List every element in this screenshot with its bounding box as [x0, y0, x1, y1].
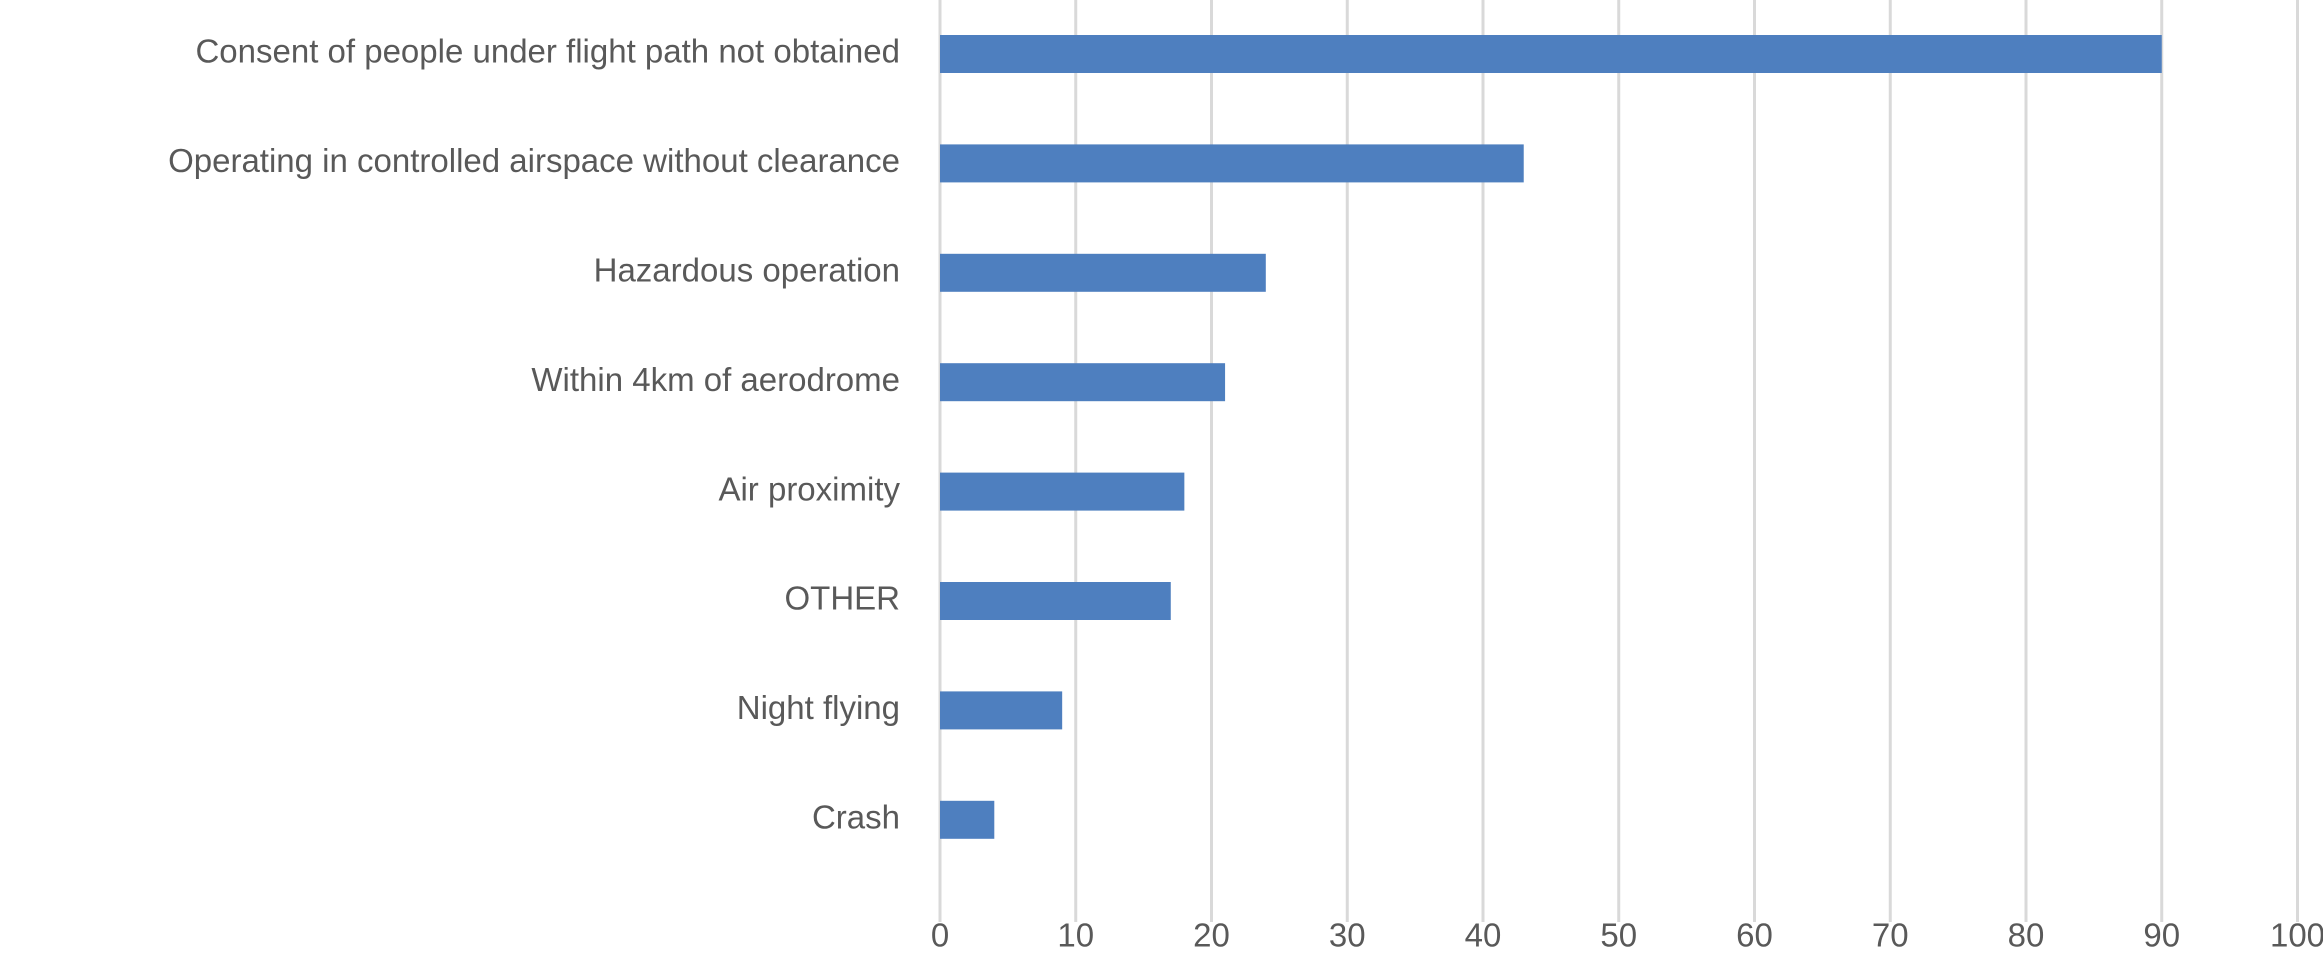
- category-label: Night flying: [737, 689, 900, 726]
- x-tick-label: 40: [1465, 917, 1502, 951]
- category-label: Within 4km of aerodrome: [531, 361, 900, 398]
- x-tick-label: 10: [1057, 917, 1094, 951]
- x-tick-label: 90: [2143, 917, 2180, 951]
- category-label: Air proximity: [718, 470, 900, 507]
- x-tick-label: 60: [1736, 917, 1773, 951]
- x-tick-label: 20: [1193, 917, 1230, 951]
- category-label: Consent of people under flight path not …: [195, 33, 900, 70]
- bar: [940, 800, 995, 839]
- x-tick-label: 100: [2270, 917, 2323, 951]
- x-tick-label: 70: [1872, 917, 1909, 951]
- x-tick-label: 50: [1600, 917, 1637, 951]
- bar: [940, 35, 2162, 73]
- category-label: Operating in controlled airspace without…: [168, 142, 900, 179]
- bar: [940, 691, 1063, 730]
- bar: [940, 253, 1266, 292]
- category-label: Hazardous operation: [594, 252, 900, 289]
- x-tick-labels: 0 10 20 30 40 50 60 70 80 90 100: [931, 917, 2323, 954]
- bar: [940, 472, 1185, 511]
- category-label: OTHER: [785, 580, 901, 617]
- bar: [940, 582, 1171, 620]
- x-tick-label: 30: [1329, 917, 1366, 951]
- category-labels: Consent of people under flight path not …: [168, 33, 900, 836]
- bar: [940, 363, 1226, 402]
- category-label: Crash: [812, 799, 900, 836]
- x-tick-label: 0: [931, 917, 949, 951]
- bar: [940, 144, 1524, 183]
- x-tick-label: 80: [2008, 917, 2045, 951]
- bars: [940, 35, 2162, 839]
- gridlines: [938, 0, 2299, 922]
